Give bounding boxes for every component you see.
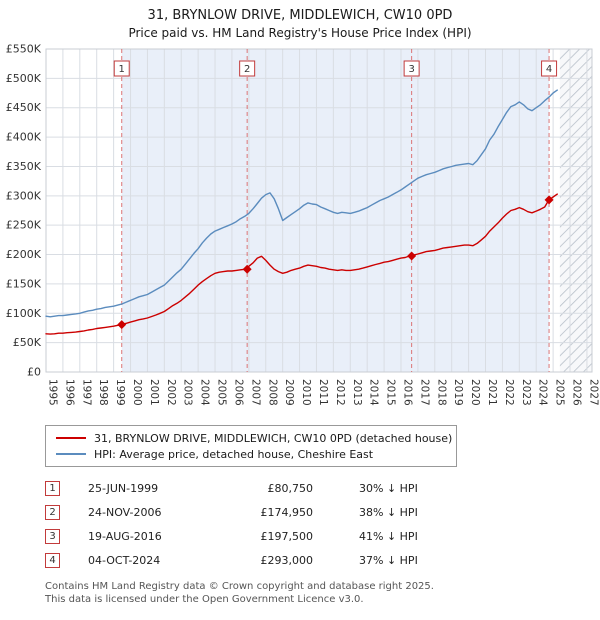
svg-text:2027: 2027 [587,379,599,406]
sale-number-badge: 3 [45,529,60,544]
svg-text:2007: 2007 [249,379,261,406]
svg-text:2003: 2003 [182,379,194,406]
sales-table: 1 25-JUN-1999 £80,750 30% ↓ HPI 2 24-NOV… [45,481,600,568]
sale-price: £293,000 [260,554,314,567]
svg-text:2008: 2008 [266,379,278,406]
legend-label-property: 31, BRYNLOW DRIVE, MIDDLEWICH, CW10 0PD … [94,431,453,445]
sale-hpi-delta: 41% ↓ HPI [359,530,418,543]
svg-text:2002: 2002 [165,379,177,406]
svg-text:2021: 2021 [486,379,498,406]
attribution-footer: Contains HM Land Registry data © Crown c… [45,580,600,606]
svg-text:£500K: £500K [6,72,42,85]
red-line-swatch [56,437,86,439]
svg-text:£300K: £300K [6,189,42,202]
sale-hpi-delta: 37% ↓ HPI [359,554,418,567]
svg-text:4: 4 [546,64,552,75]
svg-text:2018: 2018 [435,379,447,406]
svg-text:£150K: £150K [6,277,42,290]
svg-text:2022: 2022 [503,379,515,406]
svg-text:2010: 2010 [300,379,312,406]
svg-text:2005: 2005 [216,379,228,406]
svg-text:2017: 2017 [418,379,430,406]
legend-label-hpi: HPI: Average price, detached house, Ches… [94,447,374,461]
svg-text:1998: 1998 [97,379,109,406]
svg-text:£50K: £50K [13,336,42,349]
svg-text:2011: 2011 [317,379,329,406]
svg-text:3: 3 [408,64,414,75]
svg-text:£450K: £450K [6,101,42,114]
table-row: 3 19-AUG-2016 £197,500 41% ↓ HPI [45,529,600,544]
svg-text:2004: 2004 [199,379,211,406]
svg-text:2: 2 [244,64,250,75]
sale-date: 24-NOV-2006 [88,506,162,519]
svg-text:2014: 2014 [368,379,380,406]
sale-number-badge: 4 [45,553,60,568]
svg-text:2015: 2015 [385,379,397,406]
table-row: 1 25-JUN-1999 £80,750 30% ↓ HPI [45,481,600,496]
svg-text:2016: 2016 [401,379,413,406]
sale-price: £197,500 [260,530,314,543]
svg-text:2001: 2001 [148,379,160,406]
svg-text:2020: 2020 [469,379,481,406]
chart-legend: 31, BRYNLOW DRIVE, MIDDLEWICH, CW10 0PD … [45,425,457,467]
legend-item-property: 31, BRYNLOW DRIVE, MIDDLEWICH, CW10 0PD … [52,430,453,446]
svg-text:2000: 2000 [131,379,143,406]
sale-date: 19-AUG-2016 [88,530,162,543]
svg-text:2024: 2024 [537,379,549,406]
svg-text:£0: £0 [27,366,41,379]
legend-item-hpi: HPI: Average price, detached house, Ches… [52,446,450,462]
table-row: 4 04-OCT-2024 £293,000 37% ↓ HPI [45,553,600,568]
sale-date: 25-JUN-1999 [88,482,159,495]
page-subtitle: Price paid vs. HM Land Registry's House … [128,26,472,40]
svg-text:1996: 1996 [63,379,75,406]
svg-text:1999: 1999 [114,379,126,406]
sale-price: £80,750 [267,482,314,495]
footer-line-1: Contains HM Land Registry data © Crown c… [45,581,434,592]
sale-price: £174,950 [260,506,314,519]
svg-text:£350K: £350K [6,160,42,173]
table-row: 2 24-NOV-2006 £174,950 38% ↓ HPI [45,505,600,520]
svg-text:£250K: £250K [6,219,42,232]
svg-text:2006: 2006 [232,379,244,406]
sale-number-badge: 1 [45,481,60,496]
price-history-chart: £0 £50K £100K £150K £200K £250K £300K £350K £400… [6,44,600,406]
svg-text:1995: 1995 [47,379,59,406]
svg-text:2023: 2023 [520,379,532,406]
sale-hpi-delta: 38% ↓ HPI [359,506,418,519]
svg-text:£100K: £100K [6,307,42,320]
svg-text:2012: 2012 [334,379,346,406]
svg-text:2009: 2009 [283,379,295,406]
svg-text:£400K: £400K [6,131,42,144]
svg-text:2013: 2013 [351,379,363,406]
svg-text:1: 1 [119,64,125,75]
svg-text:2025: 2025 [554,379,566,406]
footer-line-2: This data is licensed under the Open Gov… [45,594,364,605]
header: 31, BRYNLOW DRIVE, MIDDLEWICH, CW10 0PD … [0,0,600,42]
svg-text:2026: 2026 [571,379,583,406]
svg-text:£550K: £550K [6,44,42,56]
sale-hpi-delta: 30% ↓ HPI [359,482,418,495]
svg-text:2019: 2019 [452,379,464,406]
sale-number-badge: 2 [45,505,60,520]
page-title: 31, BRYNLOW DRIVE, MIDDLEWICH, CW10 0PD [147,8,453,23]
blue-line-swatch [56,453,86,455]
sale-date: 04-OCT-2024 [88,554,161,567]
svg-text:£200K: £200K [6,248,42,261]
svg-text:1997: 1997 [80,379,92,406]
